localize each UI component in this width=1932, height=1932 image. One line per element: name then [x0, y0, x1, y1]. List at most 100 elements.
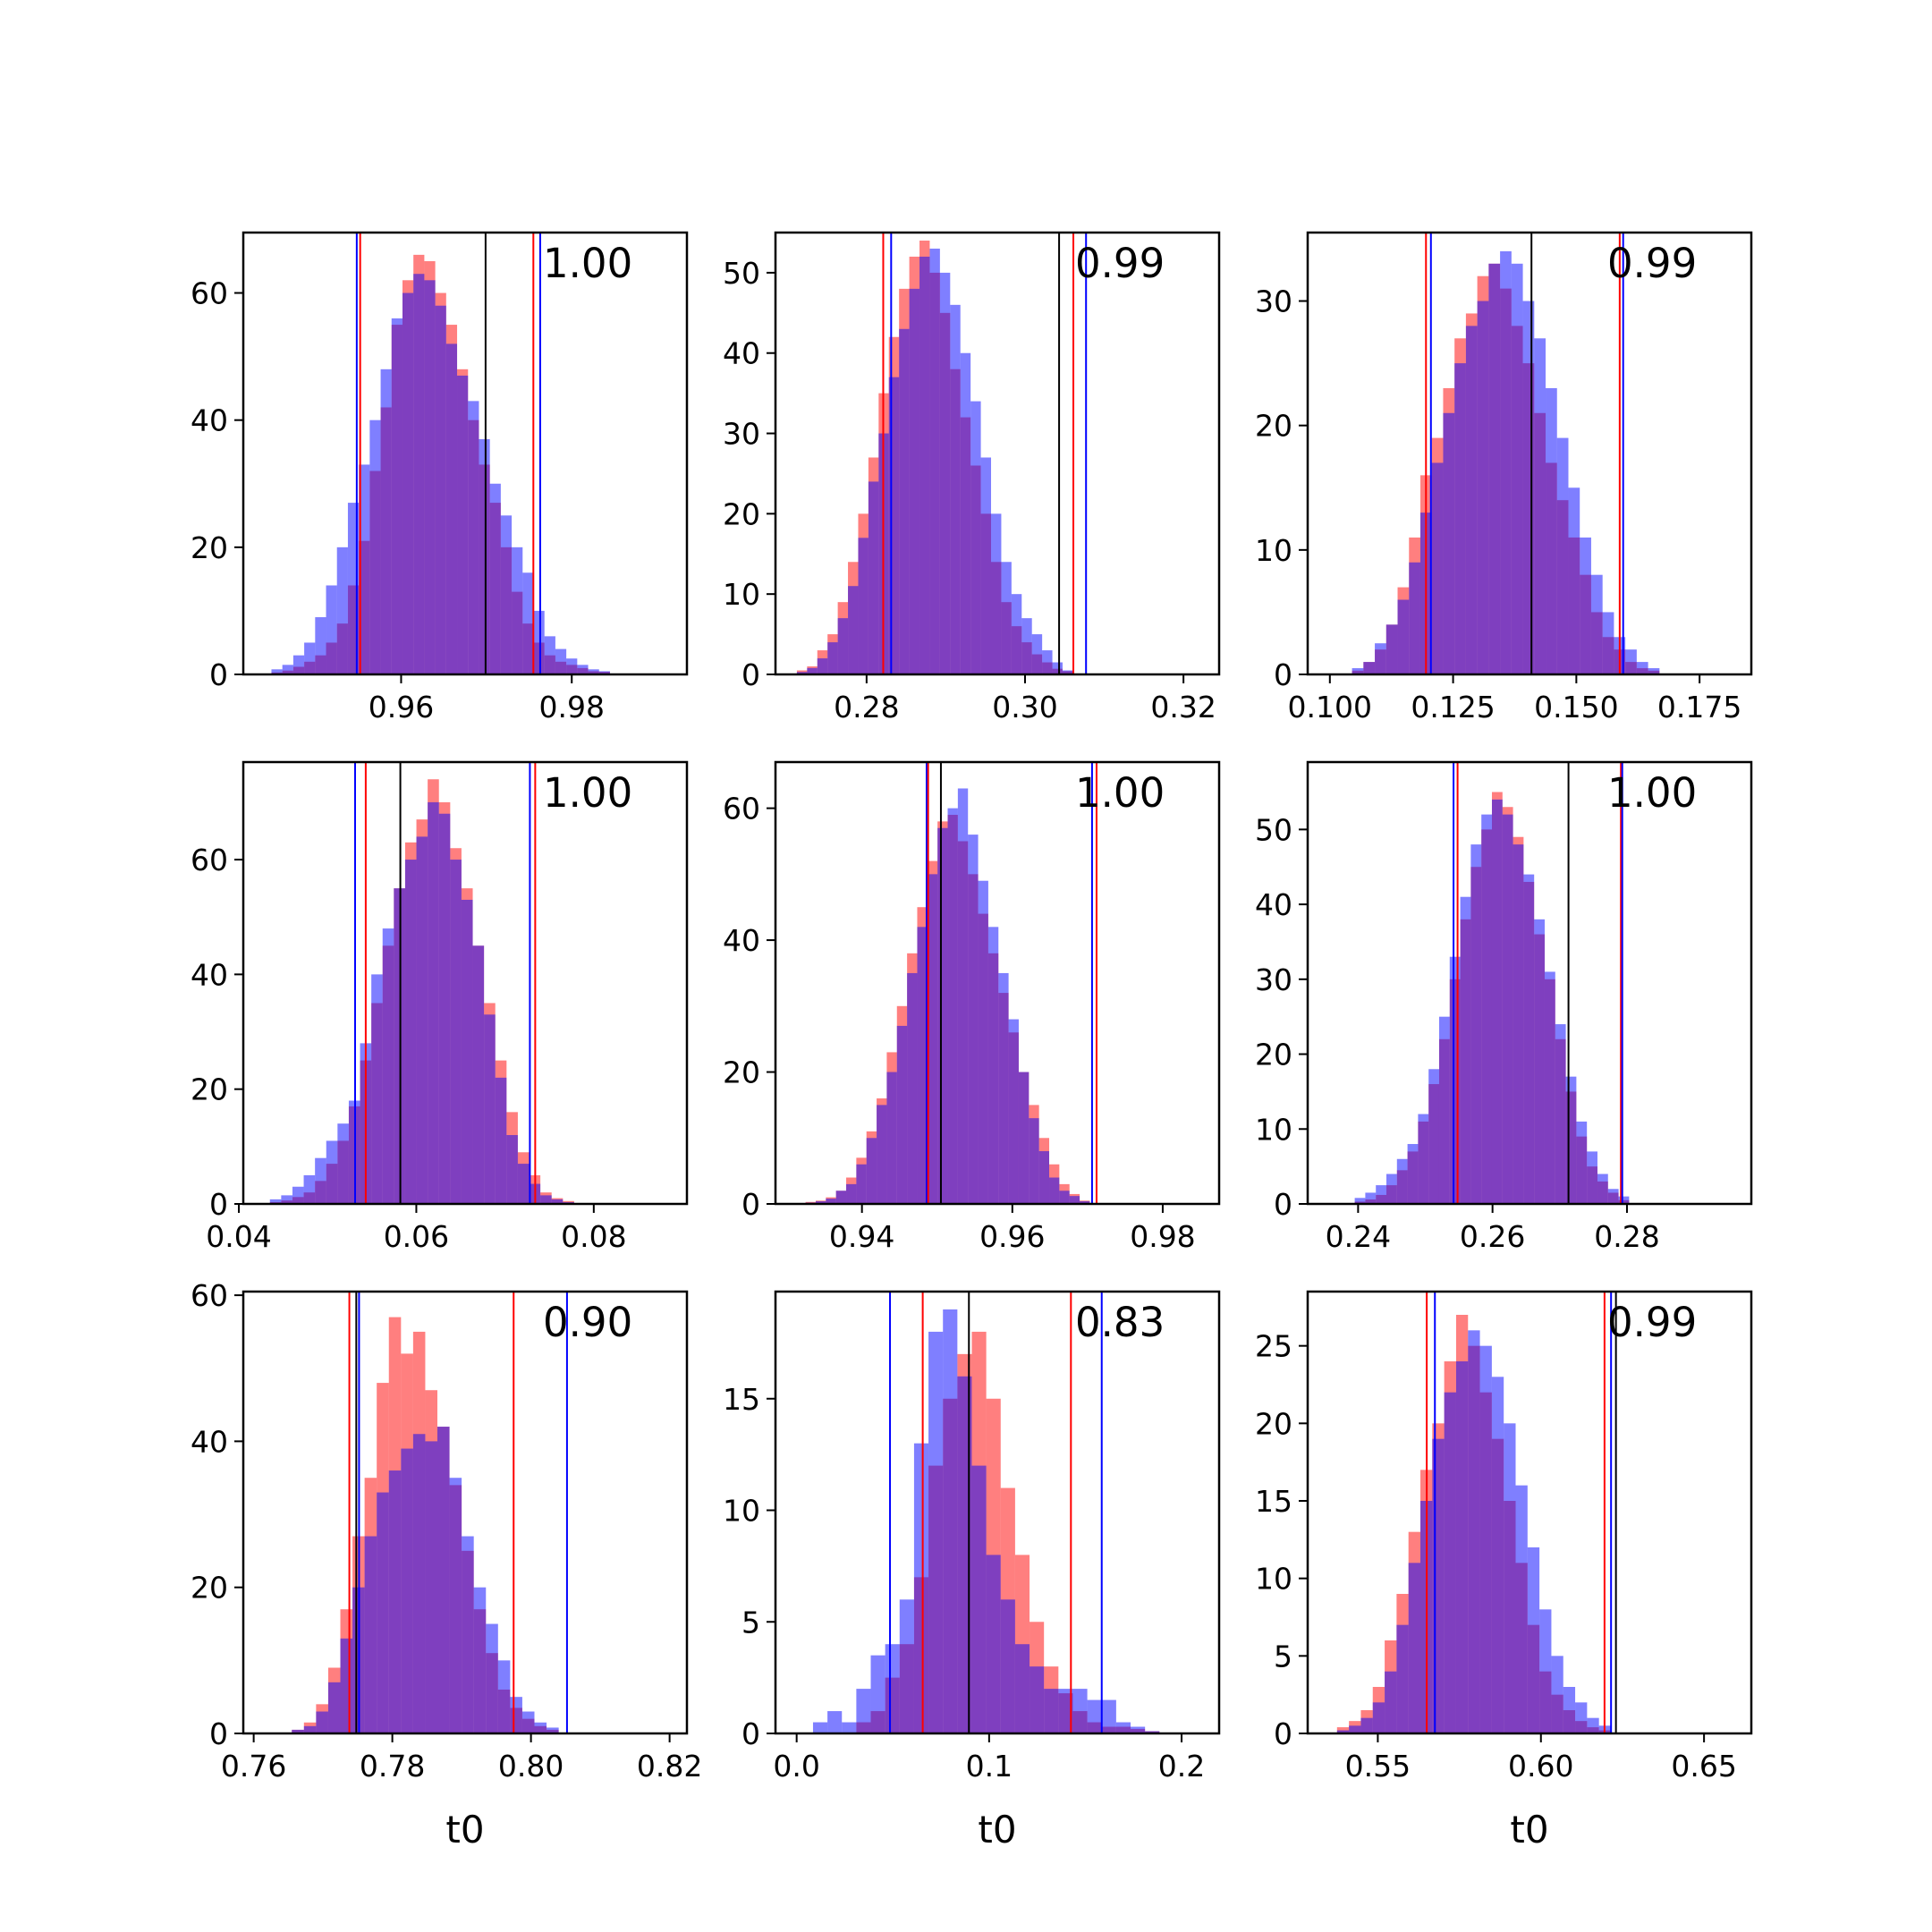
- histogram-series-blue: [271, 274, 610, 674]
- histogram-bar: [1080, 1201, 1090, 1204]
- histogram-bar: [1481, 814, 1492, 1204]
- x-tick-label: 0.150: [1534, 690, 1618, 724]
- histogram-bar: [1522, 301, 1535, 674]
- histogram-bar: [927, 874, 938, 1204]
- histogram-bar: [1587, 1151, 1597, 1204]
- x-tick-label: 0.0: [773, 1749, 819, 1784]
- histogram-bar: [484, 1014, 496, 1204]
- histogram-bar: [416, 836, 428, 1204]
- histogram-bar: [472, 945, 485, 1204]
- histogram-bar: [1500, 250, 1512, 674]
- histogram-bar: [369, 419, 381, 674]
- histogram-bar: [1001, 562, 1012, 674]
- histogram-bar: [1408, 1563, 1421, 1733]
- histogram-bar: [479, 439, 490, 674]
- histogram-bar: [1587, 1717, 1599, 1733]
- histogram-bar: [827, 1711, 843, 1733]
- histogram-bar: [1396, 1158, 1408, 1204]
- x-tick-label: 0.78: [360, 1749, 425, 1784]
- histogram-bar: [1365, 1192, 1377, 1204]
- subplot-7: 0.76 0.78 0.80 0.82 0 20 40 60 0.90 t0: [191, 1278, 702, 1852]
- histogram-bar: [1418, 1114, 1429, 1204]
- histogram-bar: [402, 292, 414, 674]
- x-axis-label: t0: [445, 1808, 484, 1852]
- histogram-bar: [1376, 1185, 1387, 1204]
- histogram-bar: [1011, 594, 1022, 674]
- x-tick-label: 0.98: [1130, 1219, 1195, 1254]
- histogram-bar: [978, 880, 988, 1204]
- y-tick-label: 60: [191, 1278, 228, 1313]
- y-tick-label: 0: [1274, 1716, 1292, 1751]
- histogram-bar: [896, 1025, 908, 1204]
- histogram-bar: [1428, 1069, 1439, 1204]
- subplot-3: 0.100 0.125 0.150 0.175 0 10 20 30 0.99: [1255, 231, 1753, 724]
- histogram-bar: [1431, 462, 1444, 674]
- histogram-series-blue: [796, 248, 1073, 674]
- y-tick-label: 0: [1274, 1187, 1292, 1222]
- histogram-bar: [870, 1655, 886, 1733]
- histogram-bar: [1360, 1717, 1373, 1733]
- histogram-bar: [566, 658, 578, 674]
- histogram-bar: [1468, 1330, 1480, 1733]
- histogram-bar: [428, 801, 439, 1204]
- axes-frame: [774, 1290, 1221, 1735]
- histogram-bar: [1539, 1609, 1552, 1733]
- axes-frame: [1306, 231, 1753, 676]
- histogram-bar: [1534, 338, 1546, 674]
- histogram-bar: [837, 618, 849, 674]
- histogram-bar: [856, 1164, 867, 1204]
- histogram-bar: [943, 1309, 958, 1733]
- histogram-bar: [1008, 1019, 1019, 1204]
- histogram-bar: [957, 788, 969, 1204]
- ratio-annotation: 0.99: [1075, 240, 1165, 287]
- histogram-bar: [1349, 1725, 1361, 1733]
- histogram-bar: [371, 974, 383, 1204]
- histogram-bar: [1511, 263, 1523, 674]
- ratio-annotation: 0.90: [543, 1299, 632, 1346]
- histogram-bar: [382, 928, 394, 1204]
- y-tick-label: 30: [1255, 284, 1292, 319]
- histogram-bar: [413, 274, 425, 674]
- histogram-bar: [1062, 670, 1073, 674]
- y-tick-label: 10: [1255, 1562, 1292, 1597]
- y-tick-label: 40: [191, 403, 228, 438]
- histogram-bar: [1465, 326, 1478, 674]
- x-tick-label: 0.60: [1508, 1749, 1573, 1784]
- ratio-annotation: 1.00: [1607, 769, 1697, 817]
- x-tick-label: 0.94: [829, 1219, 894, 1254]
- histogram-bar: [1515, 1485, 1528, 1733]
- histogram-bar: [928, 1331, 944, 1733]
- histogram-bar: [1049, 1177, 1060, 1204]
- histogram-bar: [506, 1135, 518, 1204]
- histogram-bar: [1363, 662, 1376, 674]
- histogram-bar: [899, 1599, 914, 1733]
- histogram-bar: [533, 610, 545, 674]
- y-tick-label: 20: [723, 496, 760, 531]
- histogram-bar: [521, 1711, 535, 1733]
- histogram-bar: [987, 927, 999, 1204]
- y-tick-label: 5: [1274, 1639, 1292, 1674]
- histogram-bar: [435, 305, 446, 674]
- histogram-bar: [401, 1448, 413, 1733]
- histogram-bar: [500, 515, 513, 674]
- histogram-bar: [970, 401, 981, 674]
- histogram-bar: [522, 572, 534, 674]
- x-tick-label: 0.26: [1460, 1219, 1525, 1254]
- y-tick-label: 60: [191, 276, 228, 311]
- y-tick-label: 10: [723, 577, 760, 612]
- histogram-series-blue: [805, 788, 1090, 1204]
- histogram-bar: [947, 808, 958, 1204]
- subplot-1: 0.96 0.98 0 20 40 60 1.00: [191, 231, 689, 724]
- histogram-bar: [1556, 437, 1569, 674]
- histogram-series-blue: [1336, 1330, 1611, 1733]
- histogram-bar: [960, 352, 971, 674]
- x-tick-label: 0.30: [992, 690, 1057, 724]
- y-tick-label: 20: [191, 530, 228, 565]
- x-tick-label: 0.96: [979, 1219, 1045, 1254]
- histogram-bar: [512, 547, 523, 674]
- histogram-bar: [858, 538, 869, 674]
- histogram-bar: [269, 1199, 282, 1204]
- histogram-series-blue: [812, 1309, 1160, 1733]
- histogram-bar: [1052, 662, 1063, 674]
- y-tick-label: 40: [191, 957, 228, 992]
